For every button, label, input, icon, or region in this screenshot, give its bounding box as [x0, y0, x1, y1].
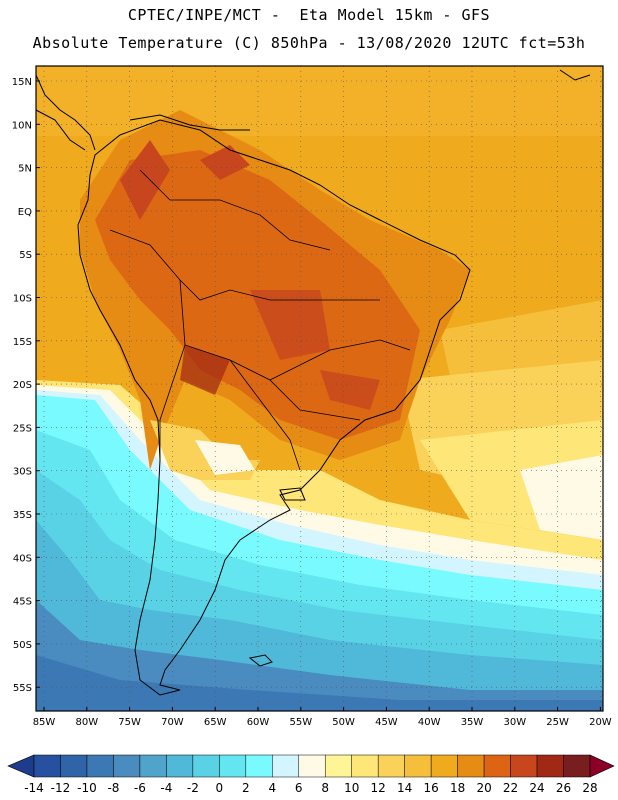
lon-label: 80W [75, 717, 98, 728]
lon-label: 70W [161, 717, 184, 728]
colorbar-swatch [219, 754, 247, 778]
lat-label: 35S [13, 510, 32, 521]
lon-label: 20W [589, 717, 612, 728]
colorbar-label: 10 [344, 781, 360, 795]
colorbar-label: 18 [449, 781, 466, 795]
lon-label: 50W [332, 717, 355, 728]
lon-label: 45W [375, 717, 398, 728]
colorbar-label: 20 [476, 781, 492, 795]
colorbar-swatch [60, 754, 88, 778]
colorbar-swatch [298, 754, 326, 778]
colorbar-swatch [563, 754, 591, 778]
field-north-band [36, 66, 603, 136]
lat-label: 5N [18, 164, 32, 175]
lon-label: 35W [461, 717, 484, 728]
colorbar-swatch [536, 754, 564, 778]
field-argentina-8 [195, 440, 255, 475]
colorbar-swatch [139, 754, 167, 778]
temperature-field [36, 66, 603, 711]
lat-label: 15N [12, 77, 32, 88]
colorbar-arrow-high [589, 754, 615, 778]
lon-label: 30W [503, 717, 526, 728]
colorbar-label: -2 [186, 781, 199, 795]
lat-label: 5S [19, 250, 32, 261]
colorbar-label: 16 [423, 781, 439, 795]
lat-label: 55S [13, 683, 32, 694]
lat-label: 40S [13, 553, 32, 564]
colorbar-swatch [272, 754, 300, 778]
colorbar-swatch [404, 754, 432, 778]
colorbar-swatch [377, 754, 405, 778]
lat-label: 20S [13, 380, 32, 391]
colorbar-label: 2 [241, 781, 250, 795]
colorbar-arrow-low [7, 754, 35, 778]
map-title-line-2: Absolute Temperature (C) 850hPa - 13/08/… [32, 34, 586, 52]
field-chaco-26 [180, 345, 230, 395]
lat-label: 30S [13, 467, 32, 478]
lon-label: 55W [289, 717, 312, 728]
lat-label: 25S [13, 423, 32, 434]
colorbar-label: -8 [107, 781, 120, 795]
lon-label: 65W [204, 717, 227, 728]
lat-label: 15S [13, 337, 32, 348]
longitude-labels: 85W 80W 75W 70W 65W 60W 55W 50W 45W 40W 35W 30W 25W 2… [33, 707, 612, 728]
lat-label: 45S [13, 597, 32, 608]
colorbar-swatch [483, 754, 511, 778]
field-south-m8 [36, 655, 603, 711]
colorbar-label: 14 [397, 781, 413, 795]
lat-label: 10N [12, 120, 32, 131]
colorbar-swatch [245, 754, 273, 778]
lon-label: 85W [33, 717, 56, 728]
colorbar-swatch [324, 754, 352, 778]
colorbar-label: -10 [77, 781, 97, 795]
map-frame [35, 65, 604, 712]
lon-label: 75W [118, 717, 141, 728]
colorbar-label: 28 [582, 781, 598, 795]
falkland-islands [248, 654, 273, 667]
colorbar-label: -6 [133, 781, 146, 795]
colorbar-label: -14 [24, 781, 44, 795]
colorbar-label: 26 [555, 781, 572, 795]
colorbar-label: 6 [294, 781, 303, 795]
colorbar-label: 24 [529, 781, 545, 795]
coastlines [36, 69, 591, 696]
colorbar-label: 0 [215, 781, 224, 795]
colorbar-label: 22 [502, 781, 519, 795]
colorbar-label: -12 [50, 781, 71, 795]
colorbar-swatch [351, 754, 379, 778]
colorbar-label: 12 [370, 781, 386, 795]
colorbar-swatch [457, 754, 485, 778]
colorbar-swatch [510, 754, 538, 778]
lon-label: 25W [546, 717, 569, 728]
field-south-m6 [36, 600, 603, 711]
country-borders [109, 169, 411, 471]
lat-label: 10S [13, 294, 32, 305]
field-east-8 [520, 455, 603, 540]
lat-label: EQ [18, 207, 32, 218]
field-venezuela-24 [200, 145, 250, 180]
colorbar-swatch [430, 754, 458, 778]
colorbar-label: 4 [268, 781, 277, 795]
lon-label: 40W [418, 717, 441, 728]
south-america-coastline [77, 119, 471, 696]
map-title-line-1: CPTEC/INPE/MCT - Eta Model 15km - GFS [127, 6, 491, 24]
rio-de-la-plata [279, 487, 306, 501]
colorbar-swatch [33, 754, 61, 778]
colorbar-swatch [113, 754, 141, 778]
central-america-coastline [36, 74, 96, 151]
colorbar-label: -4 [160, 781, 173, 795]
colorbar-label: 8 [321, 781, 330, 795]
colorbar-swatch [166, 754, 194, 778]
lon-label: 60W [247, 717, 270, 728]
colorbar-swatch [86, 754, 114, 778]
latitude-labels: 15N 10N 5N EQ 5S 10S 15S 20S 25S 30S 35S 40S 45S 50S 5… [12, 77, 40, 694]
field-southeast-24 [320, 370, 380, 410]
colorbar [7, 754, 615, 778]
field-andes-north-24 [120, 140, 170, 220]
colorbar-swatch [192, 754, 220, 778]
field-brazil-core-24 [250, 290, 330, 360]
lat-label: 50S [13, 640, 32, 651]
caribbean-coastline [129, 69, 591, 131]
